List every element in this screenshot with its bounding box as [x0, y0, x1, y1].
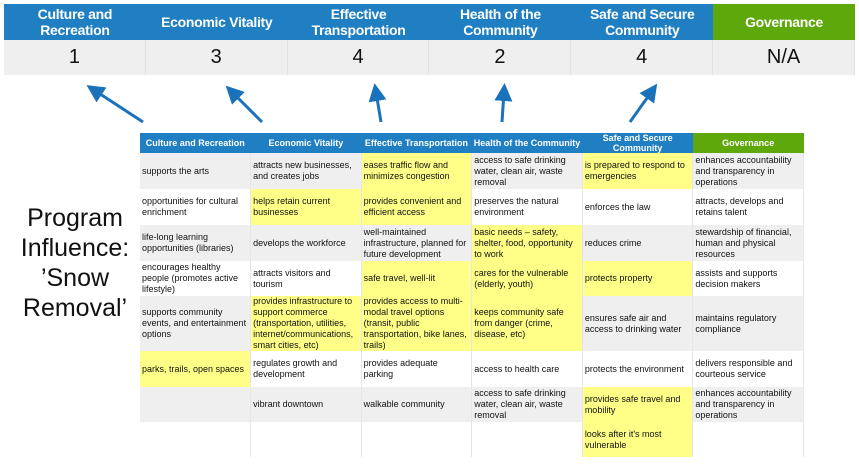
table-cell: walkable community [361, 387, 473, 422]
col-header: Governance [692, 133, 804, 153]
program-influence-label: Program Influence: ’Snow Removal’ [20, 204, 130, 322]
summary-value-economic: 3 [145, 40, 288, 75]
table-cell: provides adequate parking [361, 351, 473, 387]
summary-value-governance: N/A [713, 40, 855, 75]
summary-header-health: Health of the Community [429, 4, 572, 40]
table-cell: enforces the law [582, 189, 694, 225]
table-cell: preserves the natural environment [471, 189, 583, 225]
arrow-icon [494, 83, 513, 123]
summary-value-culture: 1 [4, 40, 146, 75]
table-row: opportunities for cultural enrichment hel… [140, 189, 804, 225]
table-cell: enhances accountability and transparency… [692, 153, 804, 189]
arrows [86, 83, 658, 124]
col-header: Economic Vitality [250, 133, 362, 153]
summary-value-health: 2 [429, 40, 572, 75]
table-cell: assists and supports decision makers [692, 261, 804, 296]
summary-header-row: Culture and Recreation Economic Vitality… [4, 4, 855, 40]
table-cell: basic needs – safety, shelter, food, opp… [471, 225, 583, 261]
table-cell: provides convenient and efficient access [361, 189, 473, 225]
summary-panel: Culture and Recreation Economic Vitality… [4, 4, 855, 75]
table-row: parks, trails, open spaces regulates grow… [140, 351, 804, 387]
col-header: Health of the Community [471, 133, 583, 153]
arrow-icon [86, 85, 144, 124]
arrow-icon [368, 83, 387, 123]
table-cell: encourages healthy people (promotes acti… [140, 261, 252, 296]
table-cell: access to safe drinking water, clean air… [471, 387, 583, 422]
table-cell: provides access to multi-modal travel op… [361, 296, 473, 351]
summary-value-transportation: 4 [287, 40, 430, 75]
influence-table: Culture and Recreation Economic Vitality… [140, 133, 804, 457]
table-cell: provides safe travel and mobility [582, 387, 694, 422]
table-cell: well-maintained infrastructure, planned … [361, 225, 473, 261]
col-header: Safe and Secure Community [582, 133, 693, 153]
table-cell: supports the arts [140, 153, 252, 189]
table-cell: regulates growth and development [250, 351, 362, 387]
table-cell: is prepared to respond to emergencies [582, 153, 694, 189]
table-row: encourages healthy people (promotes acti… [140, 261, 804, 296]
table-cell: cares for the vulnerable (elderly, youth… [471, 261, 583, 296]
table-row: vibrant downtown walkable community access… [140, 387, 804, 422]
table-cell: enhances accountability and transparency… [692, 387, 804, 422]
summary-value-row: 1 3 4 2 4 N/A [4, 40, 855, 75]
table-cell [361, 422, 473, 457]
table-cell: parks, trails, open spaces [140, 351, 252, 387]
table-cell [250, 422, 362, 457]
table-cell: helps retain current businesses [250, 189, 362, 225]
table-row: supports community events, and entertain… [140, 296, 804, 351]
table-cell [140, 387, 252, 422]
table-cell: maintains regulatory compliance [692, 296, 804, 351]
table-cell: supports community events, and entertain… [140, 296, 252, 351]
table-cell: looks after it's most vulnerable [582, 422, 694, 457]
table-cell [471, 422, 583, 457]
arrow-icon [628, 83, 658, 123]
summary-header-transportation: Effective Transportation [287, 4, 430, 40]
table-row: looks after it's most vulnerable [140, 422, 804, 457]
table-cell: life-long learning opportunities (librar… [140, 225, 252, 261]
table-cell: attracts new businesses, and creates job… [250, 153, 362, 189]
summary-header-safe: Safe and Secure Community [571, 4, 714, 40]
table-header-row: Culture and Recreation Economic Vitality… [140, 133, 804, 153]
table-row: life-long learning opportunities (librar… [140, 225, 804, 261]
table-cell [692, 422, 804, 457]
table-cell [140, 422, 252, 457]
table-cell: vibrant downtown [250, 387, 362, 422]
table-cell: attracts, develops and retains talent [692, 189, 804, 225]
summary-value-safe: 4 [571, 40, 714, 75]
table-row: supports the arts attracts new businesses… [140, 153, 804, 189]
summary-header-governance: Governance [713, 4, 855, 40]
table-cell: delivers responsible and courteous servi… [692, 351, 804, 387]
table-cell: safe travel, well-lit [361, 261, 473, 296]
table-cell: develops the workforce [250, 225, 362, 261]
table-cell: reduces crime [582, 225, 694, 261]
col-header: Effective Transportation [361, 133, 472, 153]
table-cell: protects property [582, 261, 694, 296]
table-cell: keeps community safe from danger (crime,… [471, 296, 583, 351]
table-cell: stewardship of financial, human and phys… [692, 225, 804, 261]
summary-header-economic: Economic Vitality [145, 4, 288, 40]
summary-header-culture: Culture and Recreation [4, 4, 146, 40]
table-cell: access to health care [471, 351, 583, 387]
table-cell: eases traffic flow and minimizes congest… [361, 153, 473, 189]
table-cell: opportunities for cultural enrichment [140, 189, 252, 225]
table-cell: access to safe drinking water, clean air… [471, 153, 583, 189]
table-cell: ensures safe air and access to drinking … [582, 296, 694, 351]
table-cell: attracts visitors and tourism [250, 261, 362, 296]
arrow-icon [225, 85, 264, 124]
col-header: Culture and Recreation [140, 133, 251, 153]
table-cell: protects the environment [582, 351, 694, 387]
table-cell: provides infrastructure to support comme… [250, 296, 362, 351]
